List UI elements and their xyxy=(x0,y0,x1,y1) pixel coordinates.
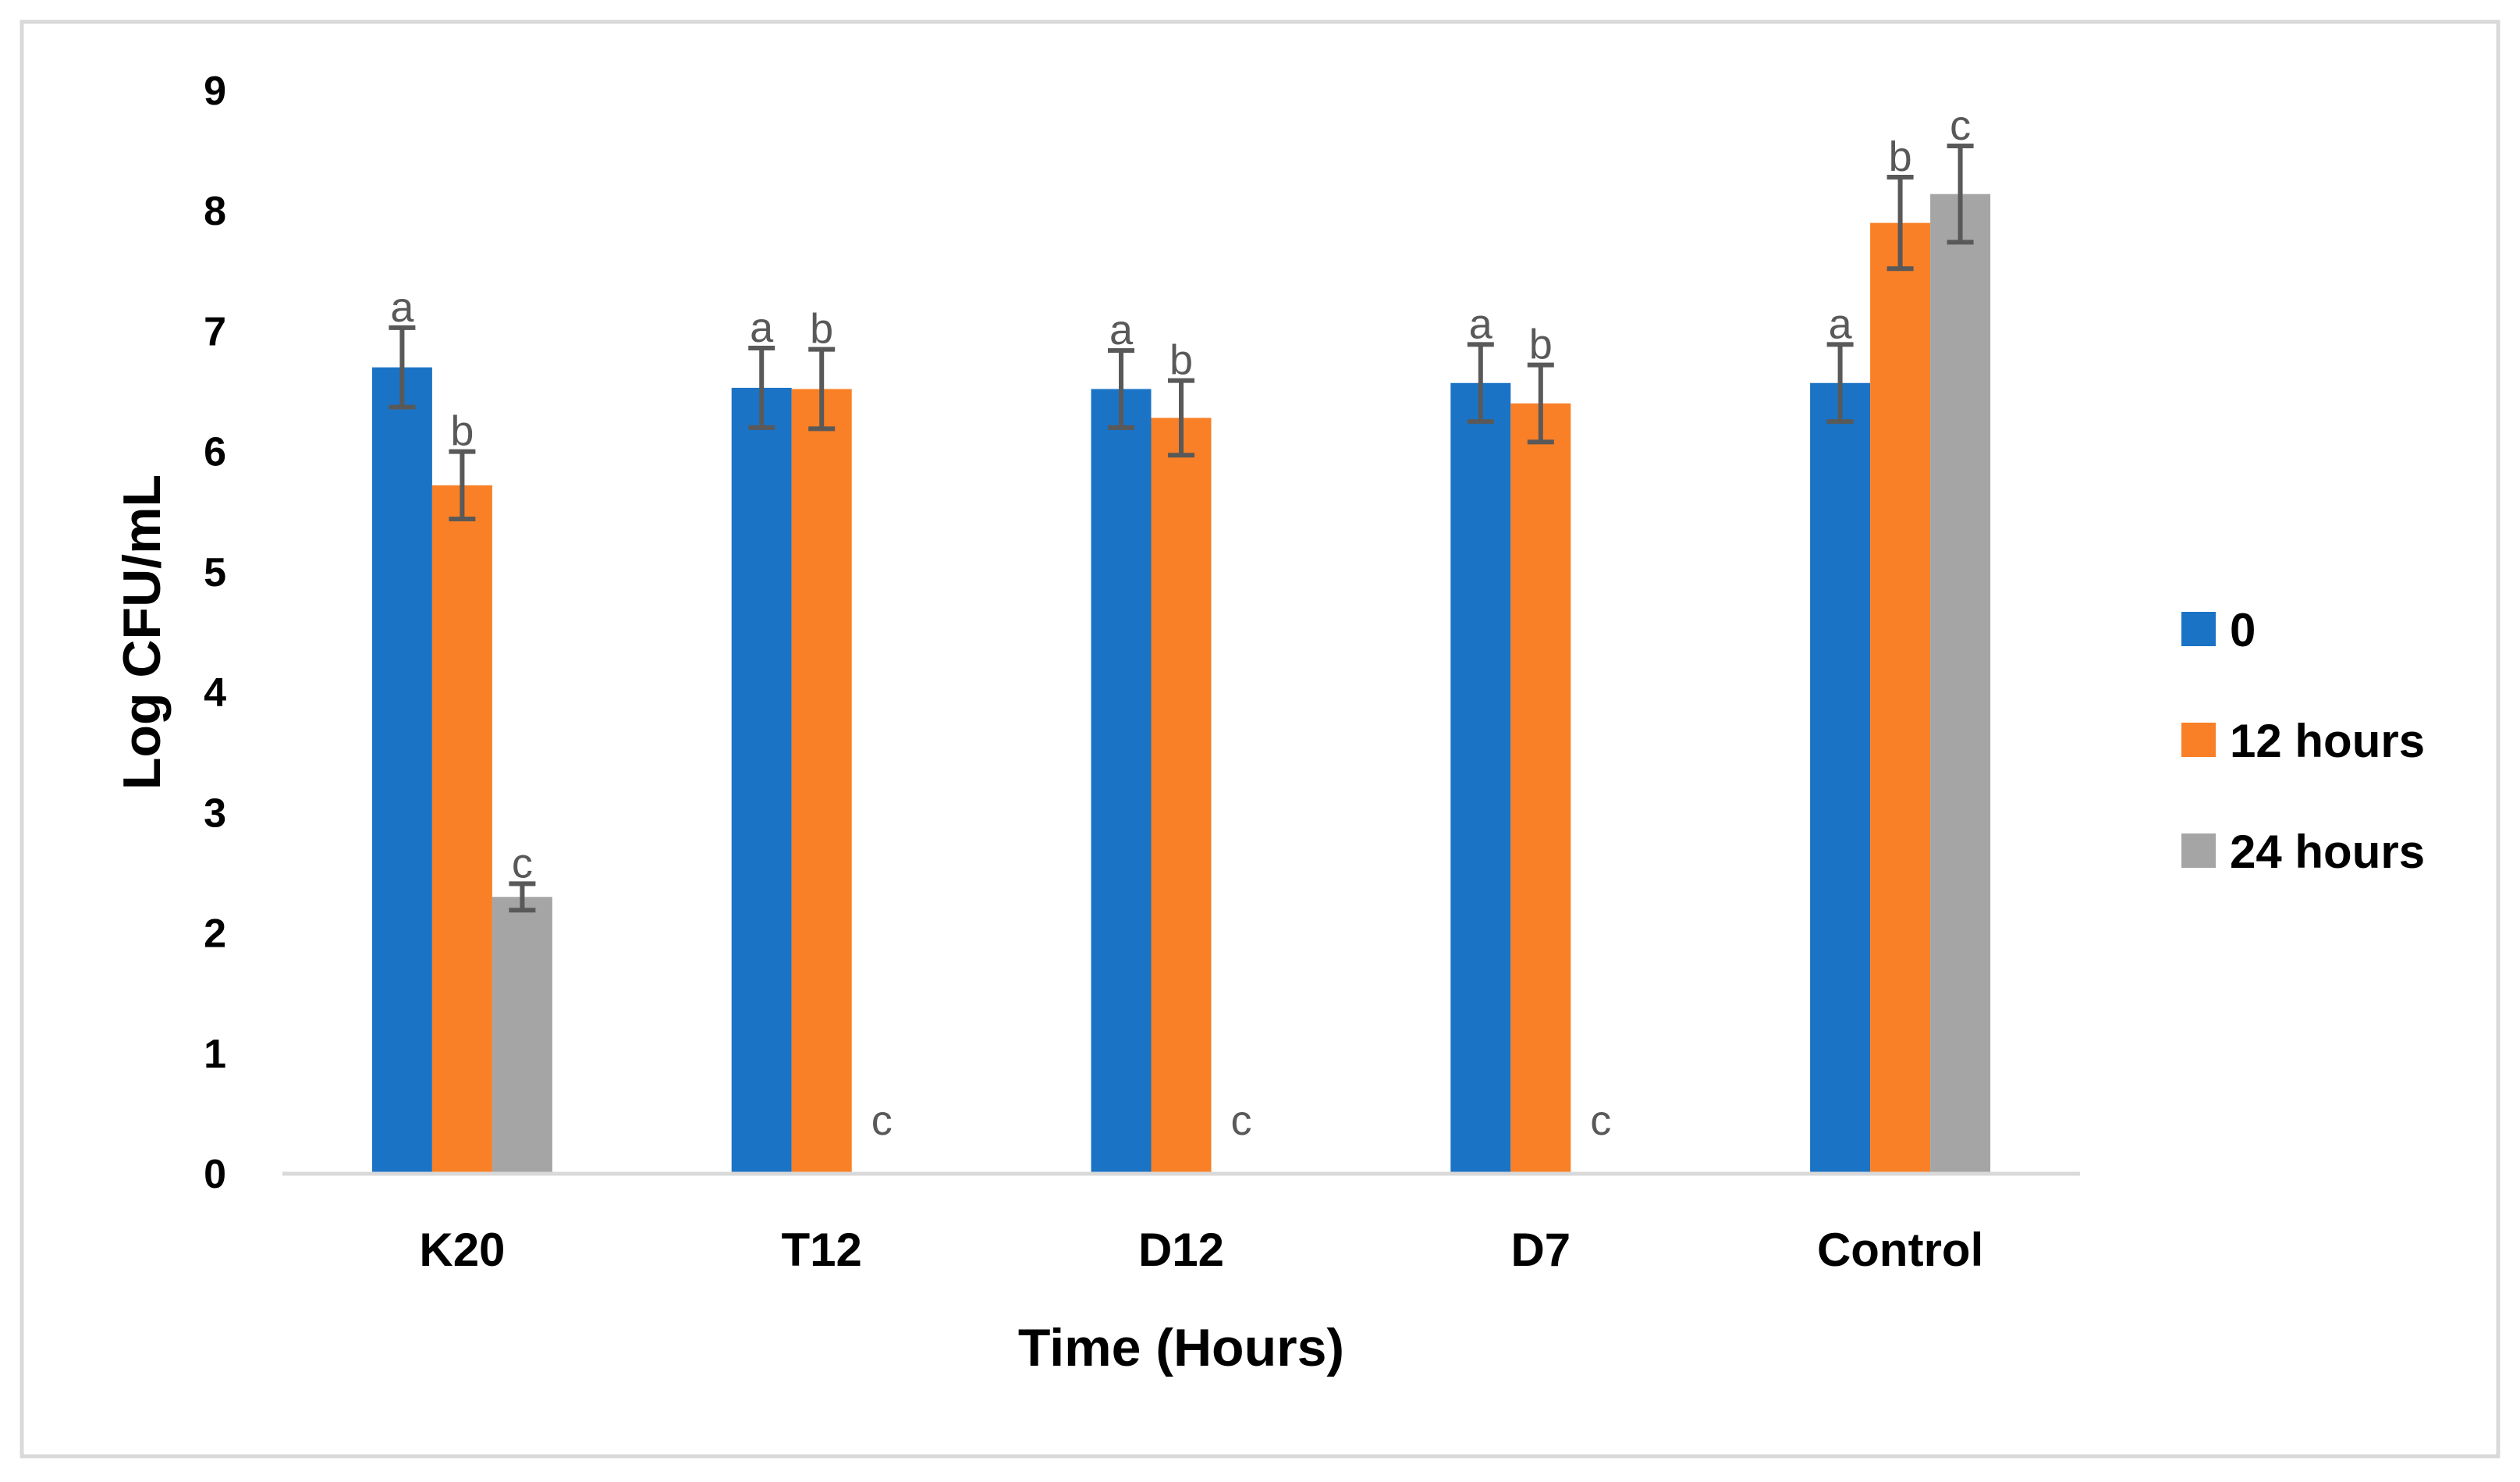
legend-label: 0 xyxy=(2230,604,2256,656)
bar-d7-series-0 xyxy=(1450,382,1511,1174)
y-tick-label: 0 xyxy=(204,1152,226,1197)
x-tick-label: T12 xyxy=(782,1224,862,1276)
bar-d12-series-0 xyxy=(1091,389,1152,1175)
error-bar-k20-series-1 xyxy=(449,449,476,522)
error-bar-t12-series-0 xyxy=(748,346,776,430)
bar-t12-series-0 xyxy=(731,387,792,1174)
legend-swatch xyxy=(2181,723,2216,757)
significance-label: a xyxy=(1109,307,1134,354)
significance-label: b xyxy=(1169,337,1193,384)
significance-label: c xyxy=(1231,1097,1252,1144)
significance-label: c xyxy=(871,1097,893,1144)
y-tick-label: 1 xyxy=(204,1032,226,1077)
significance-label: b xyxy=(1529,322,1553,368)
significance-label: a xyxy=(1469,300,1493,347)
error-bar-d12-series-0 xyxy=(1108,348,1134,430)
error-bar-d7-series-1 xyxy=(1527,362,1554,445)
y-tick-label: 6 xyxy=(204,430,226,475)
bar-control-series-0 xyxy=(1810,382,1871,1174)
significance-label: a xyxy=(1829,300,1853,347)
error-bar-control-series-0 xyxy=(1826,342,1854,425)
legend-swatch xyxy=(2181,833,2216,868)
legend-swatch xyxy=(2181,612,2216,646)
y-tick-label: 5 xyxy=(204,550,226,595)
x-tick-label: Control xyxy=(1817,1224,1983,1276)
bar-k20-series-2 xyxy=(492,897,552,1174)
error-bar-k20-series-0 xyxy=(389,325,416,410)
error-bar-t12-series-1 xyxy=(808,347,836,432)
significance-label: b xyxy=(1889,133,1912,180)
bar-k20-series-1 xyxy=(431,485,492,1174)
y-tick-label: 8 xyxy=(204,189,226,234)
x-tick-label: K20 xyxy=(419,1224,505,1276)
bar-k20-series-0 xyxy=(371,367,432,1174)
legend-label: 12 hours xyxy=(2230,715,2425,767)
significance-label: a xyxy=(390,284,414,331)
bar-d7-series-1 xyxy=(1510,403,1571,1174)
legend: 0 12 hours 24 hours xyxy=(2181,604,2425,878)
error-bar-control-series-1 xyxy=(1886,175,1914,272)
y-tick-label: 2 xyxy=(204,912,226,957)
y-axis-title: Log CFU/mL xyxy=(112,474,172,790)
y-tick-label: 9 xyxy=(204,69,226,114)
x-tick-label: D12 xyxy=(1138,1224,1224,1276)
y-tick-label: 7 xyxy=(204,309,226,354)
x-axis-title: Time (Hours) xyxy=(1018,1318,1344,1377)
significance-label: c xyxy=(1950,102,1971,149)
error-bar-k20-series-2 xyxy=(509,881,536,913)
legend-label: 24 hours xyxy=(2230,826,2425,878)
bar-d12-series-1 xyxy=(1151,418,1212,1174)
bars xyxy=(371,194,1991,1175)
x-tick-label: D7 xyxy=(1510,1224,1571,1276)
y-tick-label: 3 xyxy=(204,791,226,836)
y-tick-labels: 0 1 2 3 4 5 6 7 8 9 xyxy=(204,69,226,1197)
error-bars xyxy=(389,143,1974,913)
y-tick-label: 4 xyxy=(204,670,226,716)
bar-control-series-2 xyxy=(1930,194,1991,1174)
significance-label: b xyxy=(450,408,474,455)
significance-label: a xyxy=(750,304,774,351)
bar-control-series-1 xyxy=(1870,222,1931,1175)
error-bar-d12-series-1 xyxy=(1168,378,1194,458)
error-bar-control-series-2 xyxy=(1947,143,1974,245)
significance-label: b xyxy=(810,306,833,353)
bar-t12-series-1 xyxy=(791,389,852,1175)
significance-label: c xyxy=(512,840,533,887)
significance-label: c xyxy=(1590,1097,1611,1144)
error-bar-d7-series-0 xyxy=(1467,342,1494,425)
x-tick-labels: K20 T12 D12 D7 Control xyxy=(419,1224,1983,1276)
